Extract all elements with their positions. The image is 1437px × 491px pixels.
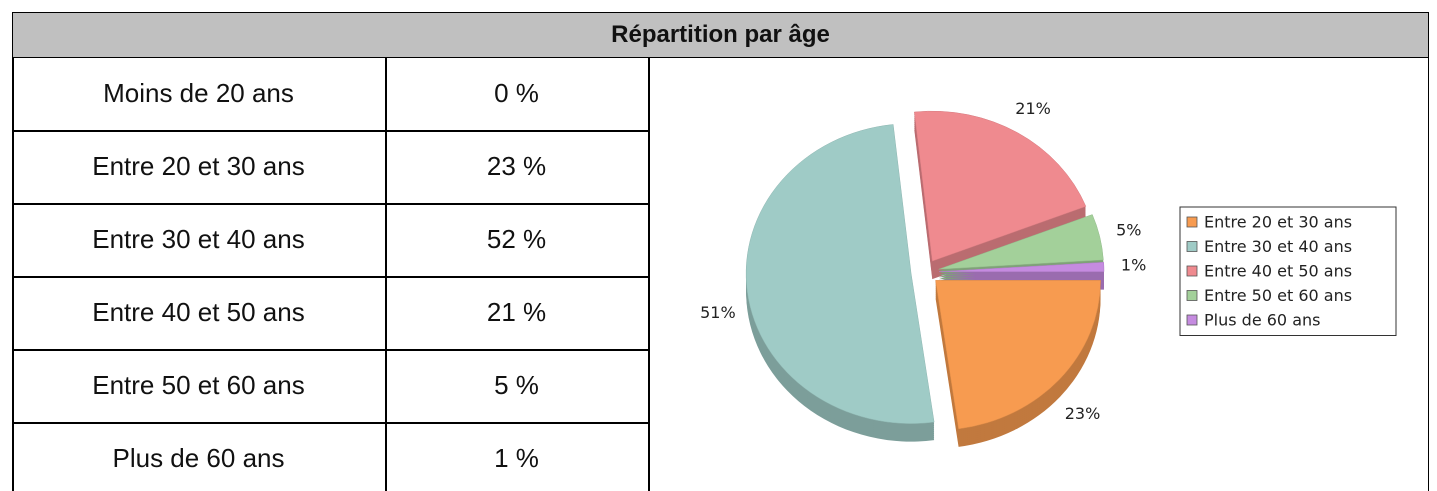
pie-slice <box>935 280 1101 430</box>
table-title: Répartition par âge <box>12 12 1429 58</box>
pie-slice <box>914 110 1087 262</box>
row-label: Entre 50 et 60 ans <box>92 370 305 400</box>
pie-slice <box>938 214 1104 270</box>
row-label: Entre 30 et 40 ans <box>92 224 305 254</box>
row-border <box>12 349 648 351</box>
row-border <box>12 203 648 205</box>
row-value: 1 % <box>494 443 539 473</box>
legend-entry: Plus de 60 ans <box>1204 311 1320 330</box>
legend-entry: Entre 30 et 40 ans <box>1204 237 1352 256</box>
row-value: 21 % <box>486 297 547 327</box>
row-label: Entre 20 et 30 ans <box>92 151 305 181</box>
legend-swatch <box>1186 314 1198 326</box>
column-border <box>648 57 650 491</box>
row-label: Moins de 20 ans <box>103 78 294 108</box>
column-border <box>385 57 387 491</box>
row-value: 23 % <box>486 151 547 181</box>
row-value: 52 % <box>486 224 547 254</box>
data-label: 23% <box>1065 404 1101 423</box>
row-border <box>12 276 648 278</box>
legend-entry: Entre 40 et 50 ans <box>1204 262 1352 281</box>
legend-entry: Entre 50 et 60 ans <box>1204 286 1352 305</box>
row-label: Entre 40 et 50 ans <box>92 297 305 327</box>
pie-slice <box>938 262 1105 272</box>
legend-swatch <box>1186 265 1198 277</box>
legend-swatch <box>1186 216 1198 228</box>
row-border <box>12 130 648 132</box>
legend-swatch <box>1186 290 1198 301</box>
row-label: Plus de 60 ans <box>112 443 285 473</box>
legend-box <box>1179 206 1397 336</box>
row-value: 5 % <box>494 370 539 400</box>
data-label: 5% <box>1116 221 1141 240</box>
row-border <box>12 422 648 424</box>
row-value: 0 % <box>494 78 539 108</box>
legend-swatch <box>1186 241 1198 252</box>
column-border <box>12 57 14 491</box>
legend-entry: Entre 20 et 30 ans <box>1204 213 1352 232</box>
data-label: 21% <box>1015 99 1051 118</box>
pie-slice <box>745 124 935 424</box>
data-label: 1% <box>1121 256 1146 275</box>
column-border <box>1427 57 1429 491</box>
data-label: 51% <box>700 303 736 322</box>
